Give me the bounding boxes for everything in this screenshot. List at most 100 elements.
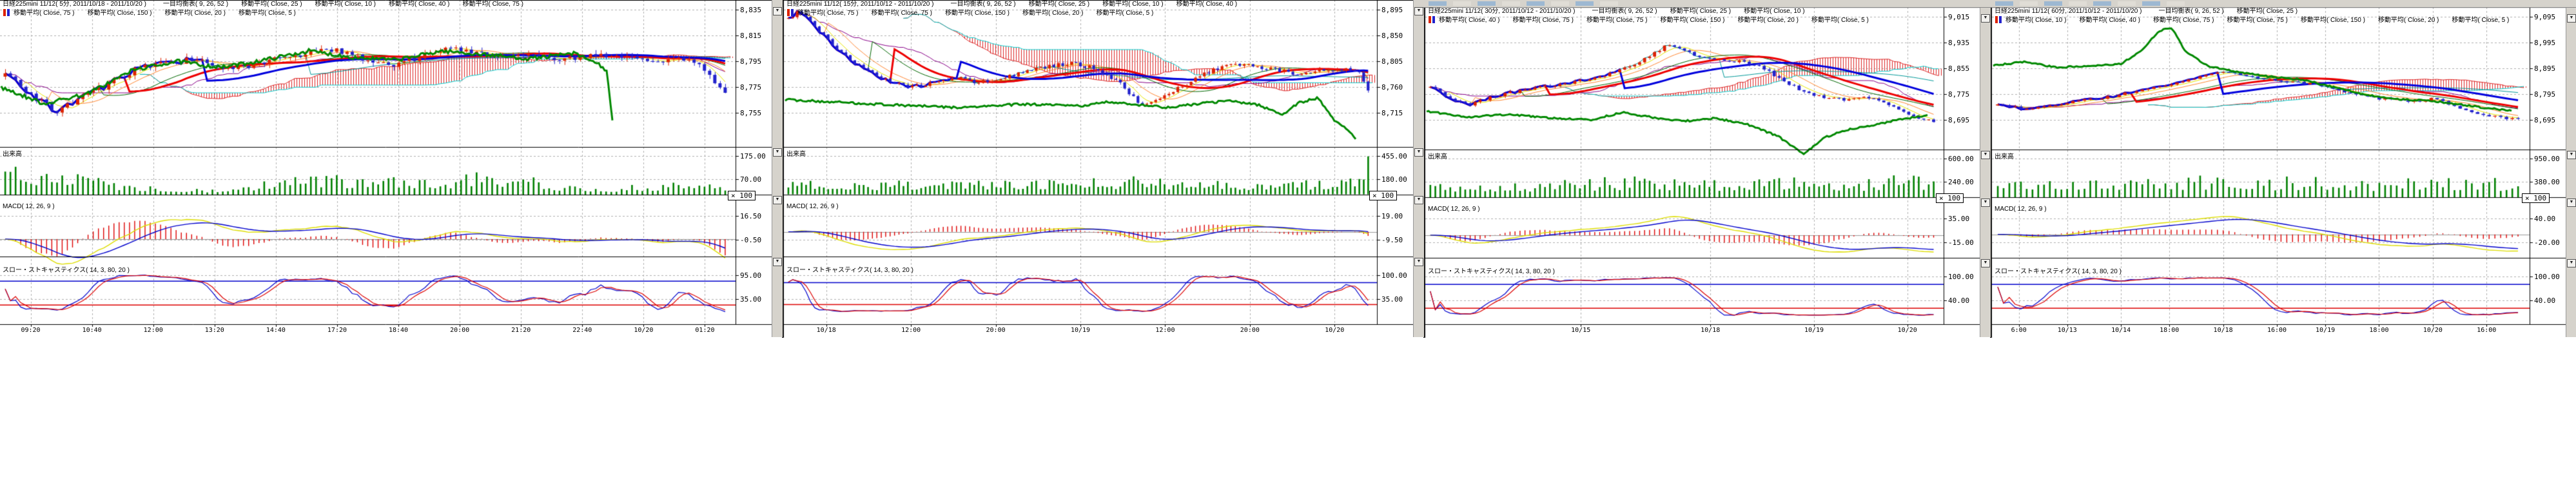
collapse-button[interactable]: ▼ <box>1981 151 1990 159</box>
chart-legend-row-1: 日経225mini 11/12( 15分, 2011/10/12 - 2011/… <box>786 1 1374 8</box>
chart-legend-row-2: 移動平均( Close, 75 ) 移動平均( Close, 150 ) 移動平均(… <box>3 9 733 17</box>
candlestick-legend-icon <box>3 9 11 16</box>
macd-tick-label: -20.00 <box>2534 238 2560 247</box>
collapse-button[interactable]: ▼ <box>2567 151 2576 159</box>
legend-item: 移動平均( Close, 5 ) <box>1811 17 1869 24</box>
stoch-tick-label: 40.00 <box>1948 296 1970 305</box>
legend-item: 一目均衡表( 9, 26, 52 ) <box>950 1 1016 8</box>
chart-title: 日経225mini 11/12( 5分, 2011/10/18 - 2011/1… <box>3 1 146 8</box>
chart-legend-row-2: 移動平均( Close, 40 ) 移動平均( Close, 75 ) 移動平均( … <box>1428 16 1941 24</box>
chart-legend-row-1: 日経225mini 11/12( 30分, 2011/10/12 - 2011/… <box>1428 8 1941 15</box>
time-tick-label: 6:00 <box>2011 327 2027 334</box>
window-top-strip <box>1990 0 2576 8</box>
stoch-section-label: スロー・ストキャスティクス( 14, 3, 80, 20 ) <box>786 267 913 274</box>
macd-tick-label: 35.00 <box>1948 215 1970 223</box>
scroll-strip[interactable]: ▼ ▼ ▼ ▼ <box>2566 0 2576 337</box>
window-tab <box>1551 1 1569 6</box>
chart-panel-30min: 日経225mini 11/12( 30分, 2011/10/12 - 2011/… <box>1423 0 1991 351</box>
price-chart-canvas[interactable] <box>782 0 1413 338</box>
collapse-button[interactable]: ▼ <box>773 7 782 15</box>
volume-tick-label: 600.00 <box>1948 155 1974 163</box>
price-chart-canvas[interactable] <box>0 0 772 338</box>
price-tick-label: 8,805 <box>1381 57 1403 66</box>
legend-item: 移動平均( Close, 20 ) <box>1737 17 1799 24</box>
scroll-strip[interactable]: ▼ ▼ ▼ ▼ <box>772 0 783 337</box>
legend-item: 移動平均( Close, 40 ) <box>1439 17 1500 24</box>
collapse-button[interactable]: ▼ <box>1981 199 1990 207</box>
window-tab <box>2093 1 2111 6</box>
chevron-down-icon: ▼ <box>2569 200 2574 204</box>
legend-item: 移動平均( Close, 75 ) <box>2227 17 2288 24</box>
collapse-button[interactable]: ▼ <box>1414 148 1423 157</box>
legend-item: 移動平均( Close, 150 ) <box>944 10 1010 17</box>
window-tab <box>1453 1 1471 6</box>
time-tick-label: 01:20 <box>695 327 715 334</box>
collapse-button[interactable]: ▼ <box>773 196 782 204</box>
volume-multiplier-box: × 100 <box>1936 193 1964 203</box>
time-tick-label: 20:00 <box>986 327 1006 334</box>
collapse-button[interactable]: ▼ <box>2567 199 2576 207</box>
price-tick-label: 8,895 <box>1381 6 1403 14</box>
time-tick-label: 10/18 <box>816 327 836 334</box>
price-tick-label: 8,695 <box>1948 116 1970 124</box>
time-tick-label: 12:00 <box>1155 327 1175 334</box>
time-tick-label: 20:00 <box>1240 327 1260 334</box>
candlestick-legend-icon <box>786 9 795 16</box>
legend-item: 移動平均( Close, 5 ) <box>1096 10 1154 17</box>
volume-multiplier-box: × 100 <box>1369 191 1398 200</box>
collapse-button[interactable]: ▼ <box>1981 259 1990 267</box>
window-tab <box>1995 1 2013 6</box>
macd-tick-label: -9.50 <box>1381 236 1403 244</box>
time-tick-label: 10/20 <box>1897 327 1917 334</box>
window-tab <box>2020 1 2038 6</box>
price-chart-canvas[interactable] <box>1990 0 2566 338</box>
window-tab <box>1429 1 1447 6</box>
time-tick-label: 18:00 <box>2160 327 2180 334</box>
volume-section-label: 出来高 <box>786 151 806 158</box>
legend-item: 移動平均( Close, 5 ) <box>2452 17 2510 24</box>
time-tick-label: 14:40 <box>266 327 286 334</box>
stoch-tick-label: 40.00 <box>2534 296 2556 305</box>
time-tick-label: 10/19 <box>2316 327 2336 334</box>
volume-section-label: 出来高 <box>1428 153 1447 160</box>
collapse-button[interactable]: ▼ <box>1414 258 1423 266</box>
time-tick-label: 18:40 <box>388 327 409 334</box>
collapse-button[interactable]: ▼ <box>2567 14 2576 23</box>
chart-title: 日経225mini 11/12( 60分, 2011/10/12 - 2011/… <box>1995 8 2142 15</box>
scroll-strip[interactable]: ▼ ▼ ▼ ▼ <box>1980 0 1991 337</box>
collapse-button[interactable]: ▼ <box>1414 7 1423 15</box>
chevron-down-icon: ▼ <box>775 197 780 202</box>
time-tick-label: 10/20 <box>634 327 654 334</box>
price-tick-label: 8,855 <box>1948 64 1970 73</box>
window-tab <box>1478 1 1496 6</box>
time-tick-label: 10/14 <box>2111 327 2131 334</box>
time-tick-label: 10/19 <box>1070 327 1091 334</box>
price-tick-label: 8,760 <box>1381 83 1403 92</box>
price-chart-canvas[interactable] <box>1423 0 1980 338</box>
legend-item: 一目均衡表( 9, 26, 52 ) <box>1592 8 1657 15</box>
window-tab <box>2118 1 2136 6</box>
volume-tick-label: 180.00 <box>1381 175 1407 184</box>
legend-item: 移動平均( Close, 150 ) <box>87 10 152 17</box>
time-tick-label: 13:20 <box>204 327 224 334</box>
scroll-strip[interactable]: ▼ ▼ ▼ ▼ <box>1413 0 1424 337</box>
macd-section-label: MACD( 12, 26, 9 ) <box>1995 206 2047 213</box>
volume-multiplier-box: × 100 <box>2522 193 2550 203</box>
stoch-section-label: スロー・ストキャスティクス( 14, 3, 80, 20 ) <box>1428 268 1555 275</box>
time-tick-label: 10/13 <box>2057 327 2077 334</box>
chart-panel-60min: 日経225mini 11/12( 60分, 2011/10/12 - 2011/… <box>1990 0 2576 351</box>
macd-tick-label: 19.00 <box>1381 212 1403 220</box>
legend-item: 移動平均( Close, 10 ) <box>1744 8 1805 15</box>
macd-section-label: MACD( 12, 26, 9 ) <box>786 203 839 210</box>
collapse-button[interactable]: ▼ <box>1981 14 1990 23</box>
volume-section-label: 出来高 <box>3 151 22 158</box>
chevron-down-icon: ▼ <box>2569 260 2574 265</box>
legend-item: 移動平均( Close, 10 ) <box>2005 17 2067 24</box>
collapse-button[interactable]: ▼ <box>1414 196 1423 204</box>
collapse-button[interactable]: ▼ <box>2567 259 2576 267</box>
time-tick-label: 18:00 <box>2369 327 2389 334</box>
collapse-button[interactable]: ▼ <box>773 258 782 266</box>
time-tick-label: 20:00 <box>450 327 470 334</box>
collapse-button[interactable]: ▼ <box>773 148 782 157</box>
chart-title: 日経225mini 11/12( 15分, 2011/10/12 - 2011/… <box>786 1 934 8</box>
